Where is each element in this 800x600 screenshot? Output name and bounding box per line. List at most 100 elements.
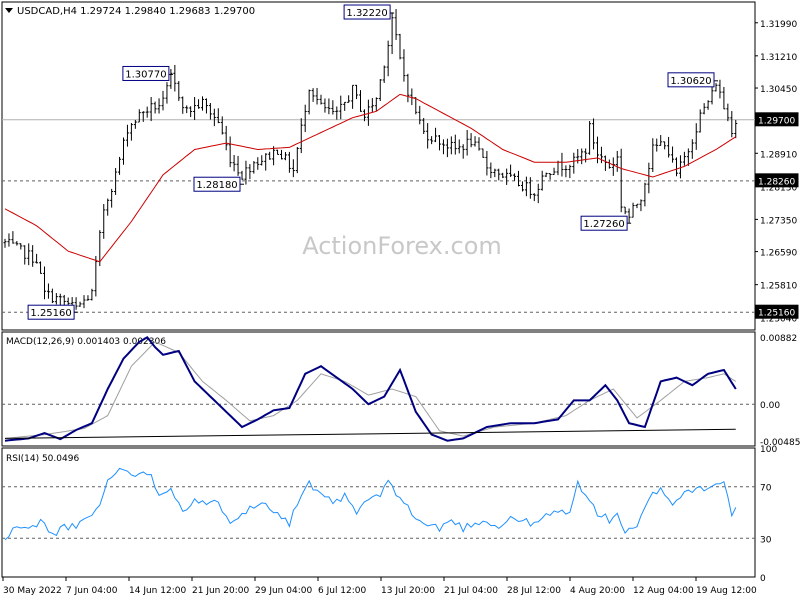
ohlc-bar	[11, 231, 15, 244]
x-tick-label: 30 May 2022	[3, 586, 62, 596]
ohlc-bar	[386, 40, 390, 77]
macd-panel	[1, 331, 756, 447]
ohlc-bar	[524, 176, 528, 197]
ohlc-bar	[517, 170, 520, 187]
ohlc-bar	[122, 137, 125, 165]
y-tick-label: 1.28910	[760, 150, 797, 160]
ohlc-bar	[204, 98, 208, 114]
ohlc-bar	[169, 69, 173, 89]
macd-signal-line	[4, 341, 737, 439]
ohlc-bar	[568, 164, 572, 179]
ohlc-bar	[667, 136, 671, 158]
price-layer: 1.32220 1.30770 1.30620 1.28180 1.27260 1.251…	[2, 4, 755, 320]
ohlc-bar	[536, 183, 540, 204]
ohlc-bar	[311, 88, 315, 102]
ohlc-bar	[291, 159, 295, 178]
ohlc-bar	[714, 83, 718, 92]
ohlc-bar	[402, 49, 406, 82]
ohlc-bar	[141, 111, 145, 122]
ohlc-bar	[283, 151, 287, 161]
y-tick-label: 1.26590	[760, 249, 797, 259]
ohlc-bar	[3, 238, 7, 248]
x-tick-label: 12 Aug 04:00	[633, 586, 694, 596]
ohlc-bar	[374, 97, 378, 112]
ohlc-bar	[280, 149, 283, 160]
ohlc-bar	[730, 111, 734, 138]
ohlc-bar	[643, 182, 647, 207]
ohlc-bar	[46, 283, 50, 299]
y-tick-label: 1.27350	[760, 216, 797, 226]
ohlc-bar	[74, 297, 78, 310]
ohlc-bar	[682, 151, 686, 166]
ohlc-bar	[181, 96, 185, 114]
ohlc-bar	[414, 97, 418, 115]
svg-text:1.28260: 1.28260	[758, 177, 795, 187]
ohlc-bar	[497, 168, 501, 181]
ohlc-bar	[564, 165, 568, 178]
ohlc-bar	[208, 103, 212, 120]
ohlc-bar	[698, 109, 702, 133]
ohlc-bar	[588, 121, 592, 155]
ohlc-bar	[355, 84, 359, 100]
ohlc-bar	[481, 148, 485, 158]
ohlc-bar	[165, 82, 169, 104]
x-tick-label: 19 Aug 12:00	[696, 586, 757, 596]
y-tick-label: 1.30450	[760, 85, 797, 95]
ohlc-bar	[477, 137, 481, 151]
ohlc-bar	[161, 90, 165, 111]
svg-text:1.28180: 1.28180	[196, 180, 237, 191]
ohlc-bar	[268, 151, 272, 160]
ohlc-bar	[584, 148, 588, 163]
y-tick-label: 1.25810	[760, 282, 797, 292]
price-axis-marker: 1.25160	[755, 304, 799, 319]
ohlc-bar	[153, 101, 157, 114]
ohlc-bar	[366, 99, 370, 126]
ohlc-bar	[276, 149, 280, 155]
x-tick-label: 4 Aug 20:00	[570, 586, 625, 596]
ohlc-bar	[394, 9, 398, 40]
ohlc-bar	[86, 295, 90, 301]
price-annotation: 1.27260	[580, 215, 632, 231]
y-tick-label: 1.28130	[760, 183, 797, 193]
ohlc-bar	[509, 164, 513, 177]
ohlc-bar	[540, 170, 544, 191]
rsi-y-tick-label: 0	[760, 574, 766, 584]
ohlc-bar	[137, 109, 141, 123]
x-tick-label: 21 Jul 04:00	[444, 586, 498, 596]
svg-text:1.25160: 1.25160	[758, 309, 795, 319]
ohlc-bar	[323, 98, 327, 113]
price-annotation: 1.30770	[122, 65, 173, 81]
price-annotation: 1.30620	[667, 72, 718, 88]
ohlc-bar	[430, 136, 434, 145]
x-tick-label: 7 Jun 04:00	[66, 586, 118, 596]
triangle-down-icon[interactable]	[5, 8, 13, 13]
ohlc-bar	[197, 99, 201, 109]
ohlc-bar	[125, 124, 129, 147]
ohlc-bar	[129, 122, 133, 141]
rsi-panel	[1, 447, 756, 578]
ohlc-bar	[216, 108, 220, 124]
ohlc-bar	[260, 155, 264, 166]
ohlc-bar	[615, 150, 619, 172]
ohlc-bar	[212, 108, 216, 127]
macd-trendline	[4, 428, 736, 439]
ohlc-bar	[295, 146, 299, 174]
ohlc-bar	[62, 294, 66, 306]
ohlc-bar	[303, 104, 307, 133]
macd-y-tick-label: 0.00882	[760, 334, 797, 344]
ohlc-bar	[31, 245, 35, 267]
macd-title: MACD(12,26,9) 0.001403 0.002306	[6, 337, 166, 347]
ohlc-bar	[418, 105, 422, 125]
ohlc-bar	[343, 101, 347, 111]
rsi-y-tick-label: 30	[760, 535, 772, 545]
ohlc-bar	[272, 146, 276, 166]
ohlc-bar	[201, 96, 204, 111]
ohlc-bar	[686, 148, 690, 166]
ohlc-bar	[580, 148, 584, 165]
ohlc-bar	[592, 118, 596, 150]
ohlc-bar	[485, 150, 489, 176]
ohlc-bar	[177, 81, 181, 101]
price-annotation: 1.28180	[193, 176, 244, 192]
ohlc-bar	[236, 155, 240, 176]
price-annotation: 1.25160	[27, 304, 79, 320]
